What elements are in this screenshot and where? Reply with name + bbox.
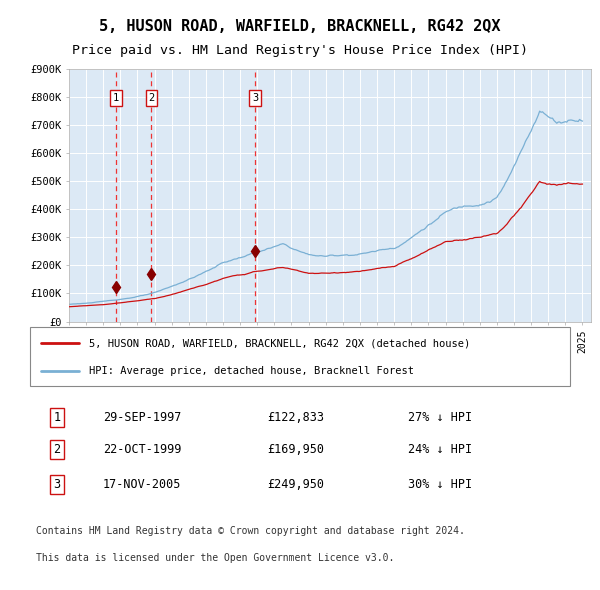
Text: 1: 1 [53,411,61,424]
Text: Price paid vs. HM Land Registry's House Price Index (HPI): Price paid vs. HM Land Registry's House … [72,44,528,57]
Text: 17-NOV-2005: 17-NOV-2005 [103,478,181,491]
Text: HPI: Average price, detached house, Bracknell Forest: HPI: Average price, detached house, Brac… [89,366,415,375]
Text: £249,950: £249,950 [268,478,325,491]
FancyBboxPatch shape [30,327,570,386]
Text: 5, HUSON ROAD, WARFIELD, BRACKNELL, RG42 2QX: 5, HUSON ROAD, WARFIELD, BRACKNELL, RG42… [99,19,501,34]
Text: 5, HUSON ROAD, WARFIELD, BRACKNELL, RG42 2QX (detached house): 5, HUSON ROAD, WARFIELD, BRACKNELL, RG42… [89,339,470,348]
Text: 22-OCT-1999: 22-OCT-1999 [103,443,181,457]
Text: £122,833: £122,833 [268,411,325,424]
Text: 2: 2 [53,443,61,457]
Text: 30% ↓ HPI: 30% ↓ HPI [408,478,472,491]
Text: 27% ↓ HPI: 27% ↓ HPI [408,411,472,424]
Text: 2: 2 [148,93,154,103]
Text: £169,950: £169,950 [268,443,325,457]
Text: 3: 3 [252,93,259,103]
Text: 29-SEP-1997: 29-SEP-1997 [103,411,181,424]
Text: 24% ↓ HPI: 24% ↓ HPI [408,443,472,457]
Text: 1: 1 [113,93,119,103]
Text: Contains HM Land Registry data © Crown copyright and database right 2024.: Contains HM Land Registry data © Crown c… [36,526,465,536]
Text: 3: 3 [53,478,61,491]
Text: This data is licensed under the Open Government Licence v3.0.: This data is licensed under the Open Gov… [36,553,394,562]
